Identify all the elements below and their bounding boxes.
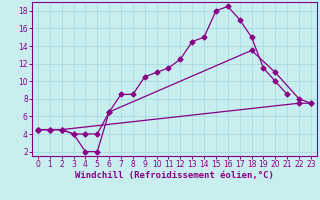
X-axis label: Windchill (Refroidissement éolien,°C): Windchill (Refroidissement éolien,°C) — [75, 171, 274, 180]
